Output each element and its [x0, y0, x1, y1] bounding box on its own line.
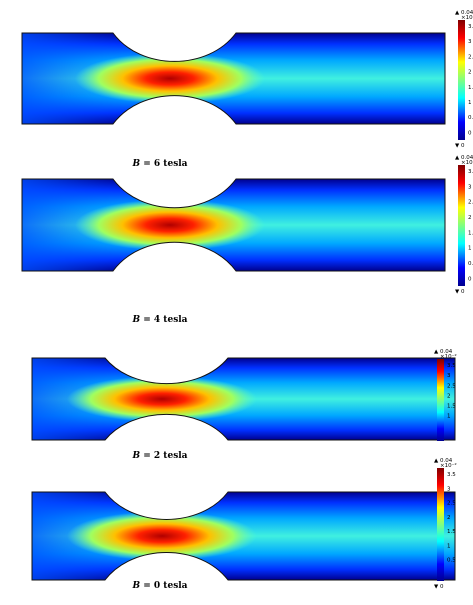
label-symbol: B [131, 159, 140, 169]
colorbar [458, 20, 465, 140]
velocity-core [67, 376, 257, 422]
colorbar-tick-label: 2 [468, 215, 472, 221]
channel-wall [21, 32, 446, 125]
colorbar [437, 468, 444, 581]
label-symbol: B [131, 581, 140, 591]
colorbar-tick-label: 2 [447, 393, 451, 399]
velocity-core [67, 511, 257, 561]
colorbar-min: ▼ 0 [455, 289, 465, 295]
flow-field [22, 33, 445, 124]
colorbar-tick-label: 0.5 [468, 115, 473, 121]
label-symbol: B [131, 451, 140, 461]
colorbar-tick-label: 3 [447, 373, 451, 379]
colorbar-multiplier: ×10⁻² [440, 462, 457, 469]
colorbar-tick-label: 3 [447, 486, 451, 492]
colorbar-max: ▲ 0.04 [434, 458, 453, 464]
colorbar-tick-label: 0 [468, 276, 472, 282]
colorbar-tick-label: 2.5 [447, 501, 456, 507]
panel-label: B = 6 tesla [131, 159, 187, 169]
channel-wall [21, 178, 446, 272]
panel-label: B = 2 tesla [131, 451, 187, 461]
colorbar-tick-label: 3.5 [468, 169, 473, 175]
colorbar-tick-label: 1.5 [447, 529, 456, 535]
colorbar-tick-label: 1.5 [468, 230, 473, 236]
colorbar-tick-label: 1.5 [468, 85, 473, 91]
velocity-core [75, 53, 265, 104]
colorbar-tick-label: 2 [447, 515, 451, 521]
channel-wall [31, 491, 456, 581]
colorbar-tick-label: 0.5 [468, 261, 473, 267]
colorbar-tick-label: 2.5 [447, 383, 456, 389]
colorbar-tick-label: 0.5 [447, 558, 456, 564]
colorbar-tick-label: 1 [447, 414, 451, 420]
label-text: = 2 tesla [143, 451, 187, 461]
label-text: = 4 tesla [143, 315, 187, 325]
colorbar-tick-label: 1 [468, 246, 472, 252]
label-text: = 6 tesla [143, 159, 187, 169]
colorbar [458, 165, 465, 286]
colorbar-tick-label: 1 [468, 100, 472, 106]
colorbar-tick-label: 3.5 [447, 363, 456, 369]
colorbar-tick-label: 3 [468, 184, 472, 190]
colorbar-tick-label: 1 [447, 543, 451, 549]
colorbar-tick-label: 1.5 [447, 404, 456, 410]
colorbar-tick-label: 2.5 [468, 54, 473, 60]
panel: B = 0 tesla ▲ 0.04×10⁻² 3.5 3 2.5 2 1.5 1 0.5 ▼ 0 [31, 458, 457, 591]
label-text: = 0 tesla [143, 581, 187, 591]
colorbar-tick-label: 3 [468, 39, 472, 45]
flow-field [32, 358, 455, 440]
label-symbol: B [131, 315, 140, 325]
panel-label: B = 4 tesla [131, 315, 187, 325]
flow-field [22, 179, 445, 271]
flow-field [32, 492, 455, 580]
colorbar-min: ▼ 0 [455, 143, 465, 149]
colorbar-tick-label: 3.5 [468, 24, 473, 30]
colorbar-tick-label: 2.5 [468, 200, 473, 206]
panel: B = 6 tesla▲ 0.04×10⁻²3.532.521.510.50▼ … [21, 10, 473, 169]
colorbar-max: ▲ 0.04 [455, 155, 473, 161]
channel-wall [31, 357, 456, 441]
colorbar-multiplier: ×10⁻² [440, 353, 457, 360]
colorbar-max: ▲ 0.04 [434, 349, 453, 355]
colorbar-tick-label: 0 [468, 130, 472, 136]
panel: B = 4 tesla ▲ 0.04×10⁻² 3.5 3 2.5 2 1.5 1 0.5 0 ▼ … [21, 155, 473, 325]
colorbar-multiplier: ×10⁻² [461, 14, 473, 21]
colorbar-tick-label: 3.5 [447, 472, 456, 478]
colorbar [437, 359, 444, 441]
colorbar-max: ▲ 0.04 [455, 10, 473, 16]
panel: B = 2 tesla▲ 0.04×10⁻²3.532.521.51 [31, 349, 457, 461]
velocity-core [75, 199, 265, 251]
panel-label: B = 0 tesla [131, 581, 187, 591]
colorbar-min: ▼ 0 [434, 584, 444, 590]
colorbar-tick-label: 2 [468, 70, 472, 76]
colorbar-multiplier: ×10⁻² [461, 159, 473, 166]
